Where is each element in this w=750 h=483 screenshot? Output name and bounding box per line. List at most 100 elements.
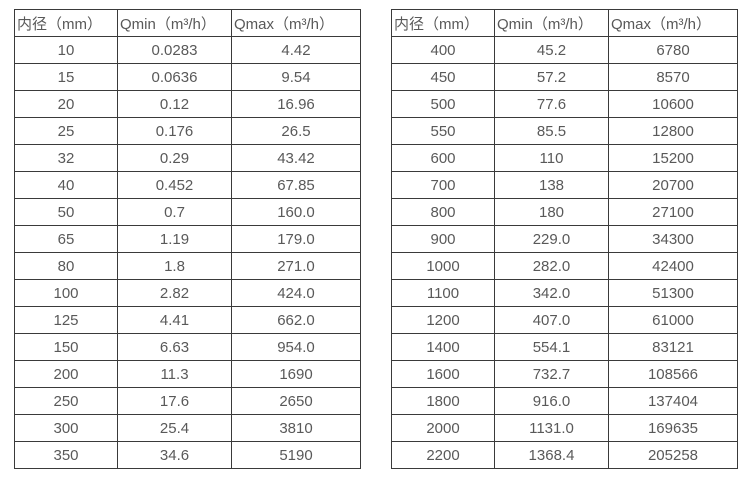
table-row: 1100 342.0 51300 [391, 279, 738, 307]
table-cell: 5190 [231, 441, 361, 469]
table-cell: 0.0636 [117, 63, 232, 91]
table-cell: 108566 [608, 360, 738, 388]
table-cell: 342.0 [494, 279, 609, 307]
table-row: 25 0.176 26.5 [14, 117, 361, 145]
header-diameter: 内径（mm） [391, 9, 495, 37]
table-row: 1000 282.0 42400 [391, 252, 738, 280]
table-row: 1400 554.1 83121 [391, 333, 738, 361]
flow-spec-tables: 内径（mm） Qmin（m³/h） Qmax（m³/h） 10 0.0283 4.4… [14, 9, 738, 469]
table-cell: 1368.4 [494, 441, 609, 469]
table-cell: 0.12 [117, 90, 232, 118]
table-cell: 10600 [608, 90, 738, 118]
table-cell: 0.29 [117, 144, 232, 172]
table-row: 200 11.3 1690 [14, 360, 361, 388]
spec-table-right: 内径（mm） Qmin（m³/h） Qmax（m³/h） 400 45.2 6780… [391, 9, 738, 469]
table-row: 100 2.82 424.0 [14, 279, 361, 307]
table-cell: 27100 [608, 198, 738, 226]
table-cell: 179.0 [231, 225, 361, 253]
table-cell: 160.0 [231, 198, 361, 226]
table-cell: 85.5 [494, 117, 609, 145]
table-cell: 954.0 [231, 333, 361, 361]
table-cell: 2200 [391, 441, 495, 469]
table-cell: 61000 [608, 306, 738, 334]
table-cell: 205258 [608, 441, 738, 469]
table-row: 600 110 15200 [391, 144, 738, 172]
table-cell: 138 [494, 171, 609, 199]
table-cell: 80 [14, 252, 118, 280]
table-row: 1600 732.7 108566 [391, 360, 738, 388]
table-cell: 0.176 [117, 117, 232, 145]
table-cell: 25 [14, 117, 118, 145]
table-cell: 900 [391, 225, 495, 253]
table-row: 800 180 27100 [391, 198, 738, 226]
table-cell: 26.5 [231, 117, 361, 145]
table-cell: 51300 [608, 279, 738, 307]
table-cell: 400 [391, 36, 495, 64]
table-row: 900 229.0 34300 [391, 225, 738, 253]
table-cell: 42400 [608, 252, 738, 280]
table-cell: 0.452 [117, 171, 232, 199]
table-cell: 800 [391, 198, 495, 226]
table-row: 2000 1131.0 169635 [391, 414, 738, 442]
table-row: 350 34.6 5190 [14, 441, 361, 469]
table-row: 2200 1368.4 205258 [391, 441, 738, 469]
table-row: 550 85.5 12800 [391, 117, 738, 145]
table-cell: 662.0 [231, 306, 361, 334]
table-cell: 1800 [391, 387, 495, 415]
table-cell: 17.6 [117, 387, 232, 415]
header-row: 内径（mm） Qmin（m³/h） Qmax（m³/h） [391, 9, 738, 37]
table-cell: 20700 [608, 171, 738, 199]
header-qmax: Qmax（m³/h） [231, 9, 361, 37]
table-cell: 2.82 [117, 279, 232, 307]
table-cell: 34300 [608, 225, 738, 253]
table-cell: 125 [14, 306, 118, 334]
table-cell: 1.19 [117, 225, 232, 253]
table-cell: 180 [494, 198, 609, 226]
table-cell: 67.85 [231, 171, 361, 199]
table-cell: 11.3 [117, 360, 232, 388]
table-cell: 110 [494, 144, 609, 172]
table-cell: 34.6 [117, 441, 232, 469]
table-cell: 550 [391, 117, 495, 145]
table-cell: 4.42 [231, 36, 361, 64]
table-body: 400 45.2 6780 450 57.2 8570 500 77.6 10600 550 85.… [391, 36, 738, 469]
table-cell: 450 [391, 63, 495, 91]
table-body: 10 0.0283 4.42 15 0.0636 9.54 20 0.12 16.96 25 0.1… [14, 36, 361, 469]
table-cell: 10 [14, 36, 118, 64]
table-cell: 916.0 [494, 387, 609, 415]
table-cell: 424.0 [231, 279, 361, 307]
table-row: 150 6.63 954.0 [14, 333, 361, 361]
table-cell: 137404 [608, 387, 738, 415]
table-row: 80 1.8 271.0 [14, 252, 361, 280]
table-header: 内径（mm） Qmin（m³/h） Qmax（m³/h） [391, 9, 738, 37]
table-cell: 300 [14, 414, 118, 442]
table-cell: 0.0283 [117, 36, 232, 64]
table-cell: 4.41 [117, 306, 232, 334]
table-row: 700 138 20700 [391, 171, 738, 199]
table-cell: 9.54 [231, 63, 361, 91]
table-cell: 45.2 [494, 36, 609, 64]
table-row: 65 1.19 179.0 [14, 225, 361, 253]
table-cell: 200 [14, 360, 118, 388]
table-cell: 20 [14, 90, 118, 118]
spec-table-left: 内径（mm） Qmin（m³/h） Qmax（m³/h） 10 0.0283 4.4… [14, 9, 361, 469]
table-cell: 15 [14, 63, 118, 91]
table-cell: 1690 [231, 360, 361, 388]
table-cell: 1000 [391, 252, 495, 280]
table-row: 400 45.2 6780 [391, 36, 738, 64]
table-cell: 1200 [391, 306, 495, 334]
table-row: 32 0.29 43.42 [14, 144, 361, 172]
header-qmin: Qmin（m³/h） [494, 9, 609, 37]
table-cell: 1400 [391, 333, 495, 361]
table-cell: 0.7 [117, 198, 232, 226]
table-row: 1800 916.0 137404 [391, 387, 738, 415]
table-row: 450 57.2 8570 [391, 63, 738, 91]
table-cell: 16.96 [231, 90, 361, 118]
table-cell: 407.0 [494, 306, 609, 334]
table-cell: 554.1 [494, 333, 609, 361]
table-cell: 350 [14, 441, 118, 469]
table-row: 10 0.0283 4.42 [14, 36, 361, 64]
table-cell: 6780 [608, 36, 738, 64]
table-cell: 1100 [391, 279, 495, 307]
table-cell: 2650 [231, 387, 361, 415]
